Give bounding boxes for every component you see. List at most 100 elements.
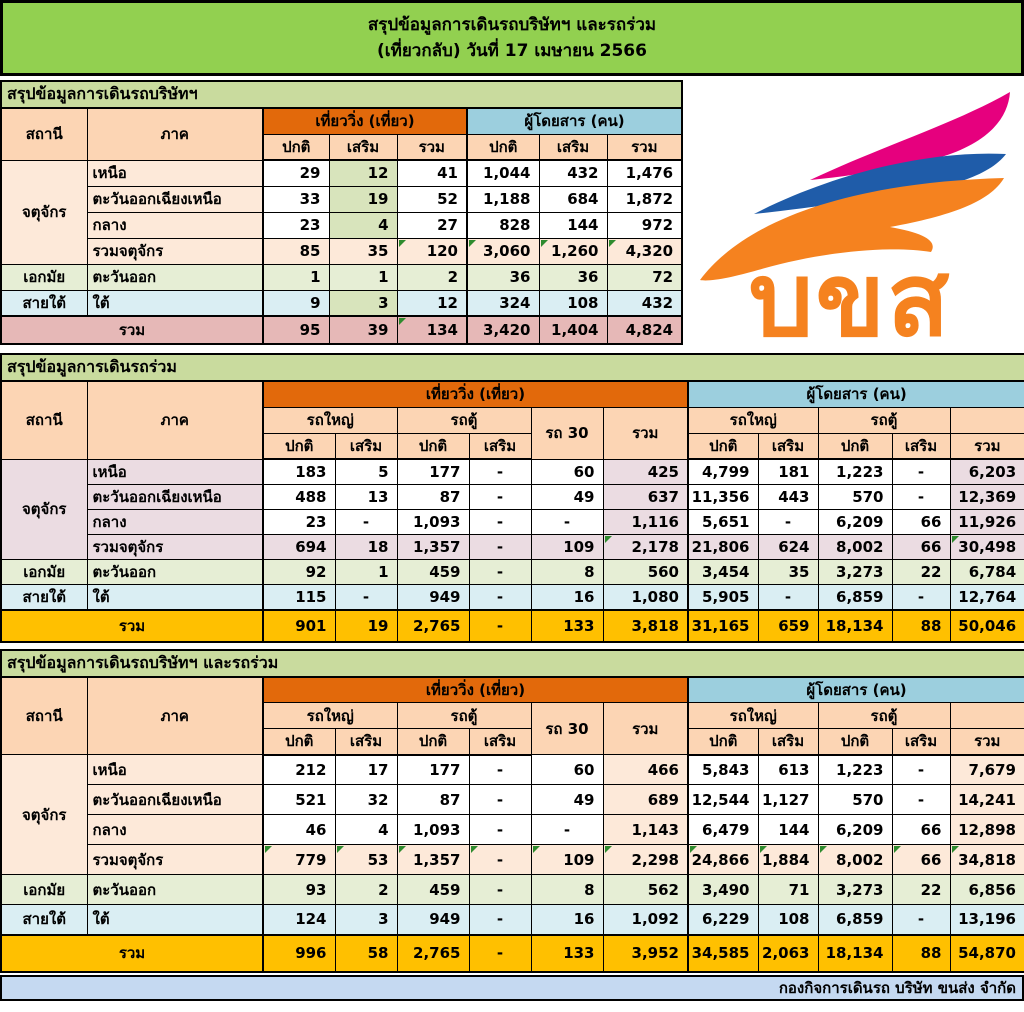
station-cell: จตุจักร (0, 159, 88, 265)
value-cell: 49 (530, 483, 604, 510)
col-header-total: รวม (606, 133, 683, 161)
value-cell: - (530, 814, 604, 845)
value-cell: 6,229 (687, 904, 759, 935)
value-cell: 3,454 (687, 558, 759, 585)
value-cell: 1,093 (396, 508, 470, 535)
value-cell: 27 (396, 211, 468, 239)
value-cell: - (468, 508, 532, 535)
value-cell: 6,209 (817, 508, 893, 535)
region-cell: ใต้ (86, 583, 264, 610)
value-cell: 13 (334, 483, 398, 510)
value-cell: - (468, 904, 532, 935)
table-row: ตะวันออกเฉียงเหนือ 488 13 87-49 637 11,356 443… (1, 483, 1024, 510)
col-header-big-bus: รถใหญ่ (687, 406, 819, 434)
value-cell: 34,585 (687, 933, 759, 972)
col-header-van: รถตู้ (396, 406, 532, 434)
value-cell: 3,818 (602, 608, 689, 642)
value-cell: 684 (538, 185, 608, 213)
station-cell: สายใต้ (0, 289, 88, 317)
col-header-station: สถานี (0, 107, 88, 161)
value-cell: 183 (262, 458, 336, 485)
company-table: สรุปข้อมูลการเดินรถบริษัทฯ สถานี ภาค เที… (0, 80, 684, 345)
table-row: จตุจักร เหนือ 212 17 177-60 466 5,843 613 1,223-… (0, 754, 1024, 875)
value-cell: 432 (606, 289, 683, 317)
header-row: รถใหญ่ รถตู้ รถ 30 รวม รถใหญ่ รถตู้ (1, 702, 1024, 755)
value-cell: 22 (891, 558, 951, 585)
value-cell: 11,356 (687, 483, 759, 510)
value-cell: - (334, 508, 398, 535)
value-cell: 560 (602, 558, 689, 585)
value-cell: 4,824 (606, 315, 683, 345)
col-header-big-bus: รถใหญ่ (262, 406, 398, 434)
value-cell: - (468, 533, 532, 560)
col-header-van: รถตู้ (396, 702, 532, 729)
col-header-extra: เสริม (891, 728, 951, 756)
value-cell: 1,884 (757, 844, 819, 875)
col-header-total: รวม (602, 702, 689, 755)
value-cell: 22 (891, 874, 951, 905)
col-header-total: รวม (949, 728, 1024, 756)
value-cell: 624 (757, 533, 819, 560)
table-row: รวมจตุจักร 779 53 1,357-109 2,298 24,866 1,884… (1, 844, 1024, 875)
value-cell: 35 (328, 237, 398, 265)
value-cell: 1,357 (396, 844, 470, 875)
value-cell: 3 (334, 904, 398, 935)
value-cell: 18,134 (817, 608, 893, 642)
value-cell: 3,273 (817, 558, 893, 585)
value-cell: 425 (602, 458, 689, 485)
col-header-bus30: รถ 30 (530, 702, 604, 755)
logo-swoosh-blue (754, 153, 1006, 214)
value-cell: 85 (262, 237, 330, 265)
region-cell: ตะวันออก (86, 874, 264, 905)
col-header-region: ภาค (86, 676, 264, 755)
value-cell: 108 (538, 289, 608, 317)
value-cell: 66 (891, 814, 951, 845)
value-cell: 4 (334, 814, 398, 845)
col-header-normal: ปกติ (262, 133, 330, 161)
col-header-big-bus: รถใหญ่ (687, 702, 819, 729)
value-cell: 9 (262, 289, 330, 317)
value-cell: 39 (328, 315, 398, 345)
footer-bar: กองกิจการเดินรถ บริษัท ขนส่ง จำกัด (0, 974, 1024, 1001)
value-cell: 901 (262, 608, 336, 642)
value-cell: 66 (891, 508, 951, 535)
table-row: ตะวันออกเฉียงเหนือ 521 32 87-49 689 12,544 1,1… (1, 784, 1024, 815)
total-label: รวม (0, 608, 264, 642)
total-label: รวม (0, 315, 264, 345)
value-cell: 66 (891, 844, 951, 875)
table-row: เอกมัย ตะวันออก 92 1 459-8 560 3,454 35 3,273 22 6… (0, 558, 1024, 585)
region-cell: รวมจตุจักร (86, 533, 264, 560)
value-cell: - (468, 814, 532, 845)
value-cell: 19 (328, 185, 398, 213)
value-cell: - (468, 583, 532, 610)
col-header-extra: เสริม (334, 728, 398, 756)
value-cell: - (530, 508, 604, 535)
header-row: ปกติ เสริม ปกติ เสริม ปกติ เสริม ปกติ เส… (1, 432, 1024, 460)
col-header-extra: เสริม (891, 432, 951, 460)
col-header-total: รวม (602, 406, 689, 460)
value-cell: 36 (466, 263, 540, 291)
value-cell: 1 (262, 263, 330, 291)
value-cell: 8 (530, 558, 604, 585)
value-cell: 521 (262, 784, 336, 815)
value-cell: 689 (602, 784, 689, 815)
value-cell: 8,002 (817, 533, 893, 560)
value-cell: 949 (396, 904, 470, 935)
region-cell: ตะวันออก (86, 558, 264, 585)
value-cell: 31,165 (687, 608, 759, 642)
value-cell: - (468, 458, 532, 485)
col-header-passengers: ผู้โดยสาร (คน) (465, 107, 683, 135)
col-header-station: สถานี (0, 676, 88, 755)
col-header-extra: เสริม (538, 133, 608, 161)
section-title-joint: สรุปข้อมูลการเดินรถร่วม (0, 353, 1024, 382)
table-row: สายใต้ ใต้ 124 3 949-16 1,092 6,229 108 6,859-13… (0, 904, 1024, 935)
header-row: รถใหญ่ รถตู้ รถ 30 รวม รถใหญ่ รถตู้ (1, 406, 1024, 460)
value-cell: 12 (396, 289, 468, 317)
joint-table: สรุปข้อมูลการเดินรถร่วม สถานี ภาค เที่ยว… (0, 353, 1024, 643)
col-header-normal: ปกติ (396, 728, 470, 756)
value-cell: 49 (530, 784, 604, 815)
col-header-extra: เสริม (468, 728, 532, 756)
value-cell: 459 (396, 874, 470, 905)
value-cell: 87 (396, 784, 470, 815)
